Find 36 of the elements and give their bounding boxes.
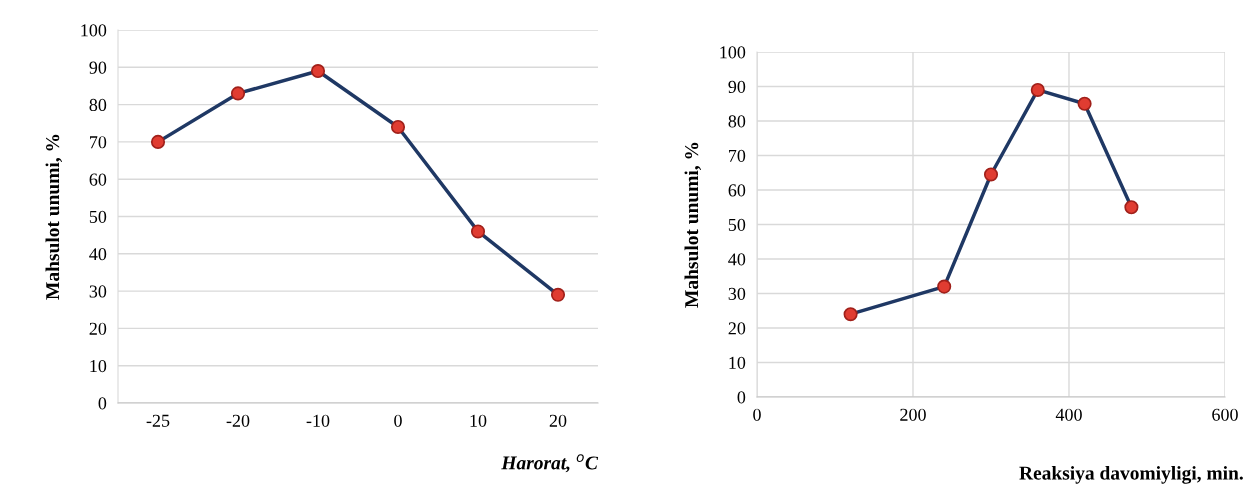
x-tick-label: -25 (146, 414, 170, 427)
x-tick-label: 400 (1055, 408, 1082, 421)
y-tick-label: 50 (728, 218, 746, 231)
x-tick-label: 600 (1212, 408, 1238, 421)
y-tick-label: 50 (89, 210, 107, 223)
y-tick-label: 90 (728, 80, 746, 93)
y-tick-label: 60 (89, 173, 107, 186)
x-tick-label: 20 (549, 414, 567, 427)
x-tick-label: 0 (394, 414, 402, 427)
y-tick-label: 10 (729, 356, 746, 369)
x-tick-label: -20 (226, 414, 250, 427)
y-tick-label: 30 (728, 287, 746, 300)
y-tick-label: 10 (90, 359, 107, 373)
y-tick-label: 60 (728, 184, 746, 197)
y-tick-label: 70 (729, 149, 746, 162)
x-tick-label: 200 (900, 408, 926, 421)
x-axis-title: Reaksiya davomiyligi, min. (1019, 466, 1243, 484)
y-tick-label: 100 (720, 46, 746, 59)
x-axis-title: Harorat, $^{o}$C (501, 454, 599, 473)
y-tick-label: 100 (81, 24, 107, 37)
y-tick-label: 80 (728, 115, 746, 128)
y-tick-label: 40 (89, 248, 107, 261)
y-tick-label: 90 (89, 61, 107, 74)
y-tick-label: 0 (98, 397, 107, 410)
y-tick-label: 20 (728, 322, 746, 335)
y-tick-label: 0 (737, 391, 746, 404)
y-axis-title: Mahsulot unumi, % (45, 134, 63, 300)
x-tick-label: 10 (470, 414, 487, 427)
y-tick-label: 40 (728, 253, 746, 266)
y-tick-label: 70 (90, 136, 107, 149)
y-axis-title: Mahsulot unumi, % (684, 142, 702, 308)
y-tick-label: 20 (89, 322, 107, 335)
y-tick-label: 30 (89, 285, 107, 298)
y-tick-label: 80 (89, 98, 107, 112)
x-tick-label: -10 (306, 414, 330, 427)
x-tick-label: 0 (753, 408, 761, 421)
